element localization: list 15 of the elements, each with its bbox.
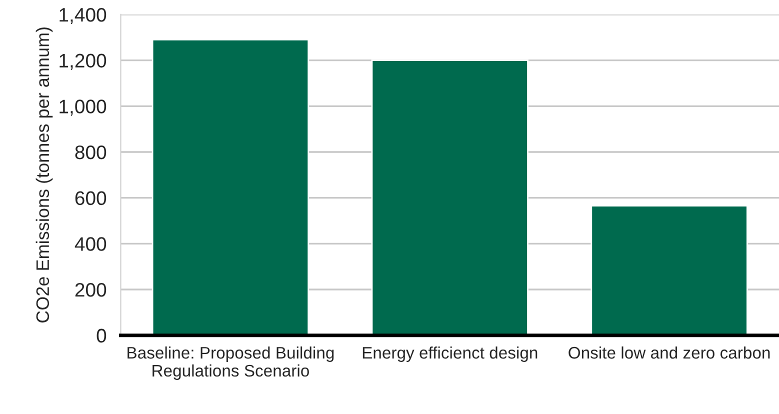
x-tick-label: Baseline: Proposed Building Regulations Scenario: [128, 346, 334, 380]
y-tick-label: 200: [75, 282, 106, 297]
y-tick-label: 800: [75, 145, 106, 160]
y-axis-title: CO2e Emissions (tonnes per annum): [36, 28, 53, 323]
bar: [371, 60, 528, 336]
bar: [590, 205, 748, 336]
y-tick-label: 1,400: [60, 8, 106, 24]
y-tick-label: 1,200: [60, 54, 106, 70]
y-tick-label: 400: [74, 237, 106, 251]
y-tick-label: 600: [75, 191, 106, 206]
bar: [152, 39, 310, 336]
x-tick-label: Onsite low and zero carbon: [568, 346, 770, 359]
y-tick-label: 1,000: [60, 100, 106, 116]
x-tick-label: Energy efficienct design: [362, 346, 538, 362]
y-tick-label: 0: [96, 328, 106, 343]
